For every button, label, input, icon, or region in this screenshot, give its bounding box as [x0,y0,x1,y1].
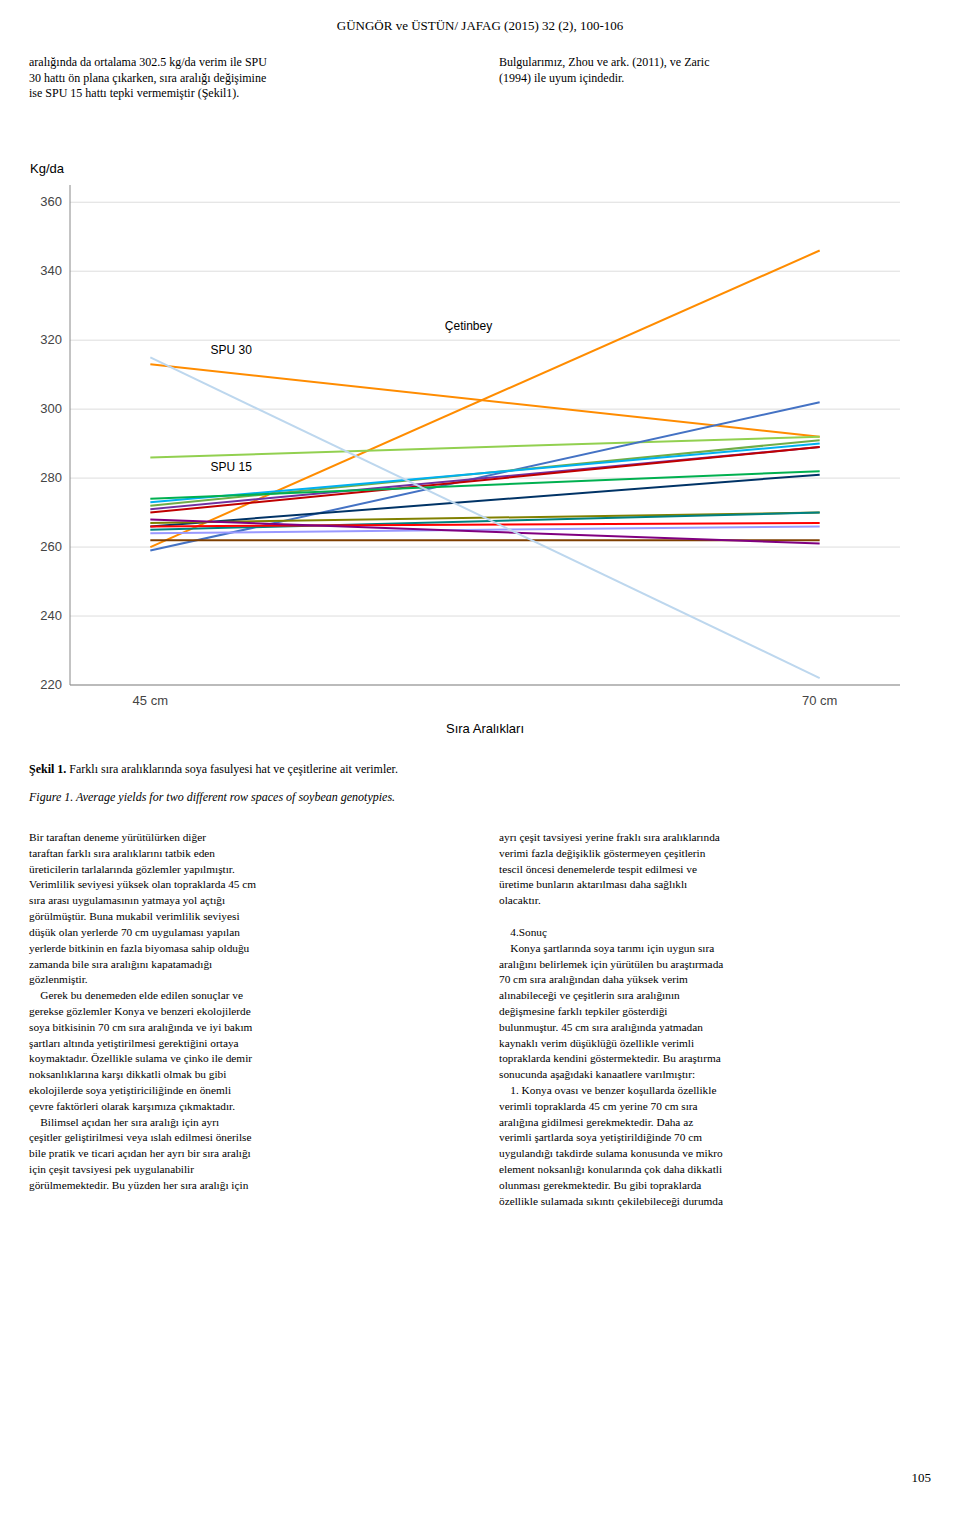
series-line [150,444,819,503]
y-tick-label: 320 [40,332,62,347]
y-tick-label: 220 [40,677,62,692]
annotation: Çetinbey [445,319,492,333]
x-tick-label: 70 cm [802,693,837,708]
series-line [150,447,819,513]
grid-line [70,202,900,203]
series-line [150,364,819,436]
y-tick-label: 300 [40,401,62,416]
x-axis-label: Sıra Aralıkları [446,721,524,736]
y-axis-line [70,185,71,685]
series-line [150,437,819,458]
grid-line [70,685,900,686]
y-tick-label: 240 [40,608,62,623]
series-line [150,519,819,543]
page: {"page_title": "GÜNGÖR ve ÜSTÜN/ JAFAG (… [0,0,960,1515]
body-left: Bir taraftan deneme yürütülürken diğer t… [29,830,256,1194]
chart: 220 240 260 280 300 320 340 360 45 cm 70 cm Kg/da S… [0,150,960,750]
page-title: GÜNGÖR ve ÜSTÜN/ JAFAG (2015) 32 (2), 10… [0,18,960,34]
text-left: aralığında da ortalama 302.5 kg/da verim… [29,55,267,102]
grid-line [70,616,900,617]
lines [150,251,819,679]
series-line [150,402,819,550]
series-line [150,357,819,678]
body-right: ayrı çeşit tavsiyesi yerine fraklı sıra … [499,830,723,1210]
caption-bold: Şekil 1. [29,762,66,776]
series-line [150,251,819,548]
x-axis-line [70,685,900,686]
caption-italic: Figure 1. Average yields for two differe… [29,790,395,805]
series-line [150,471,819,499]
annotation: SPU 15 [211,460,253,474]
series-line [150,440,819,506]
caption: Şekil 1. Farklı sıra aralıklarında soya … [29,762,398,777]
page-number: 105 [912,1470,932,1486]
y-axis-label: Kg/da [30,161,65,176]
grid-line [70,547,900,548]
y-tick-label: 280 [40,470,62,485]
annotation: SPU 30 [211,343,253,357]
caption-text: Farklı sıra aralıklarında soya fasulyesi… [66,762,398,776]
y-tick-label: 340 [40,263,62,278]
grid-line [70,340,900,341]
grid [70,202,900,685]
x-tick-label: 45 cm [133,693,168,708]
y-tick-label: 260 [40,539,62,554]
text-right: Bulgularımız, Zhou ve ark. (2011), ve Za… [499,55,710,86]
y-tick-label: 360 [40,194,62,209]
grid-line [70,409,900,410]
